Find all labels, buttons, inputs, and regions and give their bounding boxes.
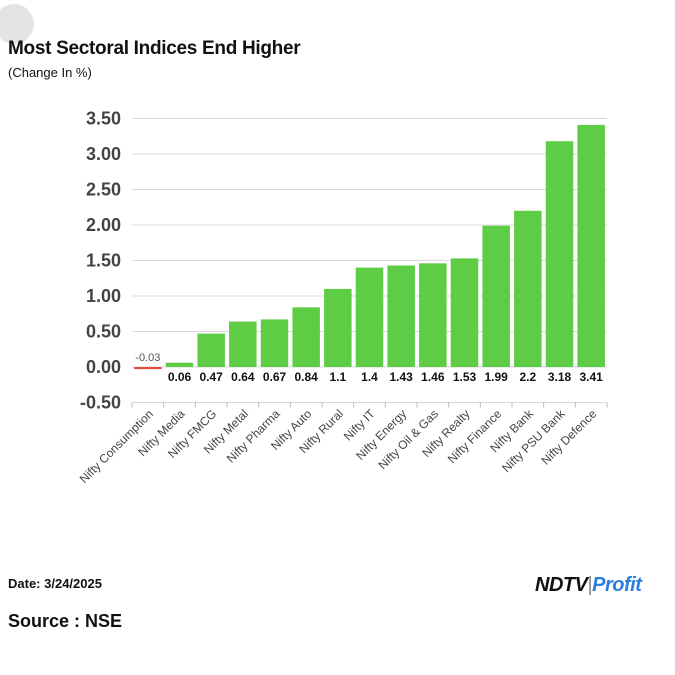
bar [324, 288, 352, 367]
data-label: 1.53 [453, 370, 477, 384]
data-label: 2.2 [519, 370, 536, 384]
bar [545, 141, 574, 367]
data-label: 0.06 [168, 370, 192, 384]
data-label: 1.46 [421, 370, 445, 384]
bar [387, 265, 415, 367]
source-label: Source : NSE [8, 611, 123, 631]
chart-title: Most Sectoral Indices End Higher [8, 38, 301, 59]
data-label: 0.67 [263, 370, 287, 384]
bar [419, 263, 447, 367]
brand-logo: NDTV|Profit [535, 574, 642, 596]
bar [355, 267, 384, 367]
y-tick-label: 1.50 [86, 251, 121, 271]
bar [514, 210, 542, 367]
data-label: 1.4 [361, 370, 378, 384]
y-tick-label: 2.50 [86, 180, 121, 200]
data-label: 1.1 [329, 370, 346, 384]
bar [165, 362, 194, 367]
bar [260, 319, 289, 367]
data-label: 3.41 [579, 370, 603, 384]
bar [577, 124, 605, 367]
y-tick-label: 3.50 [86, 109, 121, 129]
logo-main-text: NDTV [535, 574, 588, 596]
bar [197, 333, 225, 367]
bar [292, 307, 320, 367]
data-label: 1.99 [484, 370, 508, 384]
bar [229, 321, 257, 367]
chart-subtitle: (Change In %) [8, 65, 92, 80]
y-tick-label: 0.00 [86, 357, 121, 377]
corner-decoration [0, 4, 34, 44]
y-tick-label: 1.00 [86, 286, 121, 306]
data-label: 3.18 [548, 370, 572, 384]
date-label: Date: 3/24/2025 [8, 576, 102, 591]
bar-negative [134, 367, 162, 370]
y-tick-label: 0.50 [86, 322, 121, 342]
data-label: 1.43 [389, 370, 413, 384]
data-label: 0.47 [199, 370, 223, 384]
data-label: 0.84 [294, 370, 318, 384]
y-tick-label: 3.00 [86, 144, 121, 164]
y-tick-label: 2.00 [86, 215, 121, 235]
data-label: -0.03 [135, 352, 160, 364]
logo-sub-text: Profit [592, 574, 642, 596]
bar [450, 258, 479, 367]
bar [482, 225, 510, 367]
bar-chart: 3.50 3.00 2.50 2.00 1.50 1.00 0.50 0.00 -0.50 -0.… [77, 109, 608, 486]
data-label: 0.64 [231, 370, 255, 384]
y-tick-label: -0.50 [80, 393, 121, 413]
